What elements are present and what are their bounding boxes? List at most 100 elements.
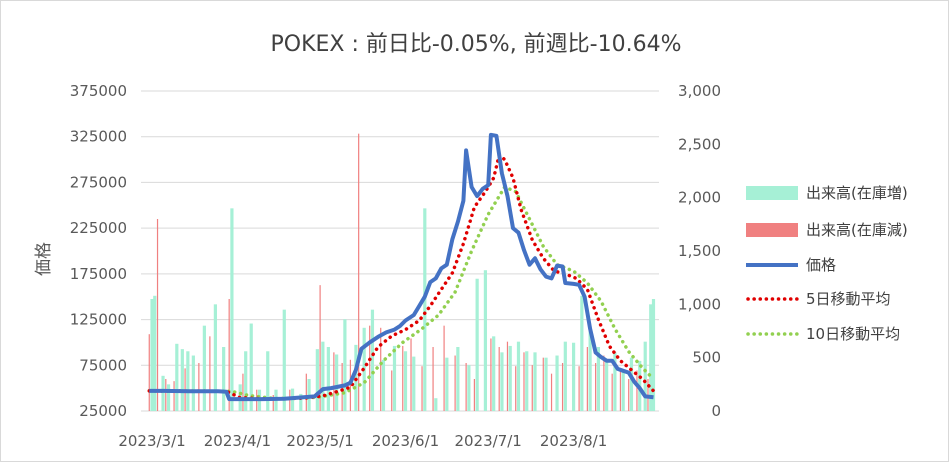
volume-bar-increase	[445, 357, 449, 411]
volume-bar-decrease	[595, 363, 597, 411]
x-tick-label: 2023/4/1	[204, 432, 271, 450]
volume-bar-decrease	[454, 355, 456, 411]
legend-label: 10日移動平均	[806, 325, 900, 343]
volume-bar-increase	[605, 359, 609, 411]
volume-bar-increase	[525, 351, 529, 411]
volume-bar-decrease	[391, 370, 393, 411]
volume-bar-decrease	[498, 347, 500, 411]
price-line	[149, 132, 654, 402]
volume-bar-increase	[423, 208, 427, 411]
volume-bar-decrease	[490, 338, 492, 411]
volume-bar-increase	[282, 309, 286, 411]
volume-bar-increase	[161, 375, 165, 411]
volume-bar-increase	[175, 343, 179, 411]
y-tick-label: 25000	[79, 402, 127, 420]
x-tick-label: 2023/7/1	[454, 432, 521, 450]
volume-bar-decrease	[443, 325, 445, 411]
volume-bar-decrease	[542, 357, 544, 411]
volume-bar-decrease	[432, 347, 434, 411]
x-tick-label: 2023/6/1	[372, 432, 439, 450]
y2-tick-label: 2,000	[678, 189, 721, 207]
volume-bar-increase	[222, 347, 226, 411]
volume-bar-increase	[500, 352, 504, 411]
volume-bar-decrease	[636, 370, 638, 411]
y2-tick-label: 0	[711, 402, 721, 420]
volume-bar-decrease	[561, 363, 564, 411]
volume-bar-increase	[412, 356, 416, 411]
volume-bar-increase	[321, 341, 325, 411]
volume-bar-decrease	[198, 363, 200, 411]
volume-bar-decrease	[550, 373, 553, 411]
y2-tick-label: 500	[692, 349, 721, 367]
volume-bar-decrease	[586, 347, 588, 411]
volume-bar-decrease	[515, 366, 517, 411]
volume-bar-increase	[555, 355, 559, 411]
volume-bar-increase	[629, 357, 634, 411]
volume-bar-decrease	[473, 379, 475, 411]
volume-bar-increase	[492, 336, 496, 411]
volume-bar-increase	[467, 365, 471, 411]
volume-bar-decrease	[305, 373, 307, 411]
volume-bar-increase	[202, 325, 206, 411]
volume-bar-increase	[266, 351, 270, 411]
legend-label: 出来高(在庫増)	[806, 184, 908, 202]
volume-bar-increase	[651, 299, 656, 411]
volume-bar-increase	[508, 345, 512, 411]
volume-bars	[148, 133, 656, 411]
y2-tick-label: 3,000	[678, 82, 721, 100]
volume-bar-increase	[299, 393, 303, 411]
volume-bar-increase	[621, 370, 625, 411]
volume-bar-decrease	[578, 366, 580, 411]
legend-swatch	[746, 223, 798, 237]
volume-bar-increase	[315, 349, 319, 411]
volume-bar-increase	[544, 357, 548, 411]
y-tick-label: 275000	[70, 173, 127, 191]
volume-bar-decrease	[242, 373, 244, 411]
ma5-line	[147, 151, 656, 401]
volume-bar-increase	[244, 351, 248, 411]
volume-bar-increase	[343, 319, 347, 411]
volume-bar-decrease	[628, 379, 630, 411]
volume-bar-increase	[249, 323, 253, 411]
y-tick-label: 375000	[70, 82, 127, 100]
volume-bar-decrease	[349, 359, 352, 411]
volume-bar-increase	[483, 270, 488, 411]
volume-bar-increase	[596, 347, 600, 411]
volume-bar-increase	[643, 341, 647, 411]
volume-bar-increase	[403, 351, 408, 411]
chart-title: POKEX : 前日比-0.05%, 前週比-10.64%	[270, 32, 681, 57]
x-tick-label: 2023/8/1	[540, 432, 607, 450]
volume-bar-increase	[150, 299, 154, 411]
volume-bar-decrease	[369, 325, 371, 411]
volume-bar-increase	[563, 341, 567, 411]
volume-bar-increase	[326, 347, 330, 411]
y-tick-label: 125000	[70, 311, 127, 329]
volume-bar-decrease	[523, 352, 525, 411]
volume-bar-increase	[533, 352, 537, 411]
ma10-line	[147, 184, 656, 401]
volume-bar-decrease	[319, 285, 321, 411]
volume-bar-decrease	[380, 327, 382, 411]
y-tick-label: 175000	[70, 265, 127, 283]
volume-bar-decrease	[410, 338, 412, 411]
volume-bar-increase	[166, 384, 171, 411]
y2-tick-label: 1,500	[678, 242, 721, 260]
volume-bar-decrease	[402, 345, 404, 411]
volume-bar-increase	[153, 295, 157, 411]
volume-bar-increase	[434, 398, 438, 411]
legend-swatch	[746, 186, 798, 200]
volume-bar-decrease	[611, 373, 613, 411]
volume-bar-decrease	[421, 366, 423, 411]
volume-bar-decrease	[209, 336, 211, 411]
y-axis-label: 価格	[34, 242, 54, 276]
legend: 出来高(在庫増) 出来高(在庫減) 価格 5日移動平均 10日移動平均	[746, 184, 908, 343]
axis-ticks: 25000 75000 125000 175000 225000 275000 325000…	[70, 82, 721, 450]
legend-label: 出来高(在庫減)	[806, 221, 908, 239]
volume-bar-increase	[456, 347, 460, 411]
volume-bar-decrease	[228, 299, 230, 411]
volume-bar-increase	[475, 278, 479, 411]
volume-bar-increase	[230, 208, 234, 411]
volume-bar-increase	[571, 342, 576, 411]
